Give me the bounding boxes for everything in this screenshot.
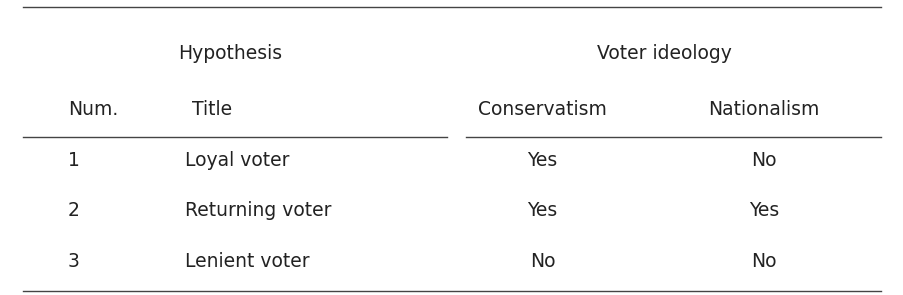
Text: No: No [750, 252, 776, 271]
Text: No: No [529, 252, 554, 271]
Text: Num.: Num. [68, 100, 118, 119]
Text: 3: 3 [68, 252, 79, 271]
Text: No: No [750, 151, 776, 170]
Text: Title: Title [192, 100, 232, 119]
Text: Loyal voter: Loyal voter [185, 151, 290, 170]
Text: 2: 2 [68, 201, 79, 220]
Text: Yes: Yes [526, 201, 557, 220]
Text: 1: 1 [68, 151, 79, 170]
Text: Hypothesis: Hypothesis [178, 44, 283, 63]
Text: Lenient voter: Lenient voter [185, 252, 310, 271]
Text: Returning voter: Returning voter [185, 201, 331, 220]
Text: Voter ideology: Voter ideology [596, 44, 731, 63]
Text: Yes: Yes [526, 151, 557, 170]
Text: Conservatism: Conservatism [478, 100, 606, 119]
Text: Nationalism: Nationalism [707, 100, 819, 119]
Text: Yes: Yes [748, 201, 778, 220]
